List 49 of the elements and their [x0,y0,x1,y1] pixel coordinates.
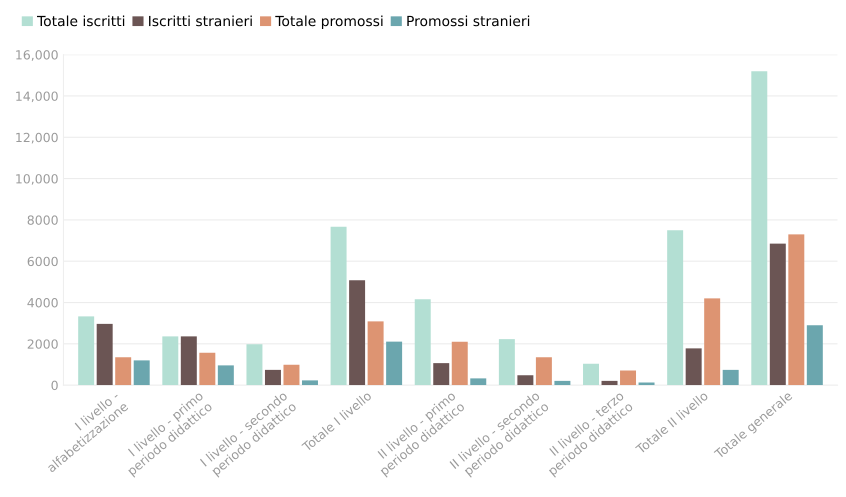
bar [470,378,486,386]
bar [517,375,534,386]
bar [638,382,655,386]
bar [180,336,197,386]
bar [554,380,570,386]
bar [433,363,450,386]
legend-label: Promossi stranieri [407,16,530,26]
bar [330,226,347,386]
bar [452,342,468,386]
bar [536,357,552,386]
bar [583,364,599,386]
bar [78,316,94,386]
y-tick-label: 10,000 [16,174,58,185]
bar [704,298,720,386]
bar [770,244,786,386]
bar [368,321,384,386]
bar [134,360,150,386]
y-tick-label: 2000 [28,339,58,349]
bar [349,280,366,386]
bar [788,234,804,386]
bar [115,357,132,386]
bar [386,342,402,386]
bar [96,324,113,386]
bar [218,365,234,386]
bar [602,380,618,386]
y-tick-label: 16,000 [16,50,58,61]
y-tick-label: 6000 [28,256,58,266]
bar [264,370,281,386]
bar [246,344,262,386]
legend-label: Totale iscritti [37,16,124,26]
bar [751,71,768,386]
y-tick-label: 14,000 [16,91,58,102]
bar [686,348,702,386]
bar [620,370,636,386]
bar [498,339,515,386]
bar [722,370,739,386]
bar [806,325,823,386]
bar [302,380,318,386]
legend-label: Iscritti stranieri [149,16,252,26]
bar [414,299,431,386]
y-tick-label: 12,000 [16,132,58,144]
y-tick-label: 4000 [27,298,58,308]
bar [162,336,178,386]
bar [667,230,684,386]
y-tick-label: 0 [51,380,58,390]
y-tick-label: 8000 [28,215,58,225]
bar [283,364,300,386]
legend-label: Totale promossi [275,16,382,29]
bar [199,352,216,386]
